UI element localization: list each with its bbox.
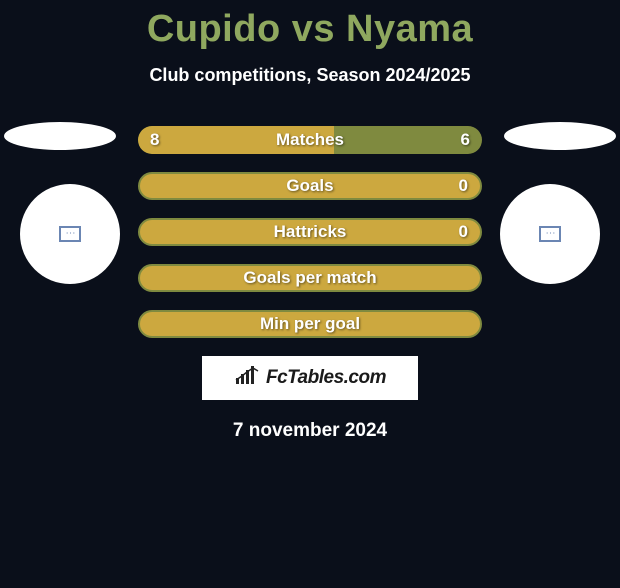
stat-row-goals: Goals 0 [138, 172, 482, 200]
stat-label: Hattricks [274, 222, 347, 242]
stat-right-value: 0 [459, 176, 468, 196]
stat-label: Matches [276, 130, 344, 150]
stat-right-value: 6 [461, 130, 470, 150]
stat-label: Min per goal [260, 314, 360, 334]
logo-text: FcTables.com [266, 367, 386, 389]
right-player-badge: ⋯ [500, 184, 600, 284]
subtitle: Club competitions, Season 2024/2025 [0, 65, 620, 86]
left-player-badge: ⋯ [20, 184, 120, 284]
stat-row-matches: 8 Matches 6 [138, 126, 482, 154]
stat-label: Goals per match [243, 268, 376, 288]
chart-icon [234, 366, 262, 391]
stat-right-value: 0 [459, 222, 468, 242]
stat-row-min-per-goal: Min per goal [138, 310, 482, 338]
date-label: 7 november 2024 [0, 420, 620, 442]
placeholder-icon: ⋯ [59, 226, 81, 242]
stat-rows: 8 Matches 6 Goals 0 Hattricks 0 Goals pe… [138, 126, 482, 338]
stat-row-hattricks: Hattricks 0 [138, 218, 482, 246]
placeholder-icon: ⋯ [539, 226, 561, 242]
left-ellipse-decor [4, 122, 116, 150]
stat-row-goals-per-match: Goals per match [138, 264, 482, 292]
stat-label: Goals [286, 176, 333, 196]
stat-left-value: 8 [150, 130, 159, 150]
source-logo: FcTables.com [202, 356, 418, 400]
page-title: Cupido vs Nyama [0, 8, 620, 51]
right-ellipse-decor [504, 122, 616, 150]
comparison-content: ⋯ ⋯ 8 Matches 6 Goals 0 Hattricks 0 Goal… [0, 126, 620, 442]
